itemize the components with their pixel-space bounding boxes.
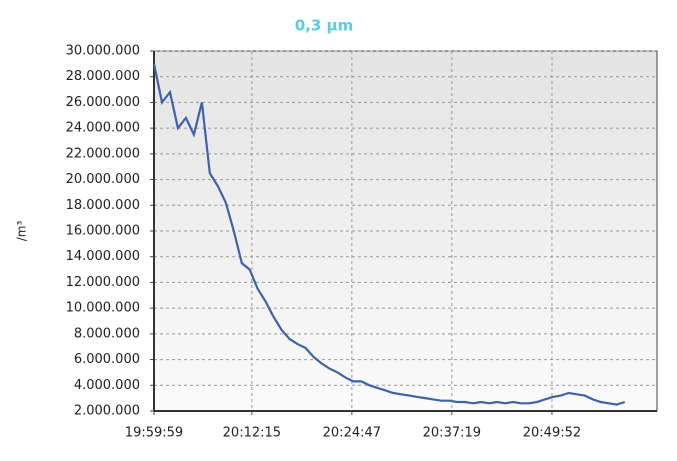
y-tick-label: 26.000.000 — [66, 95, 140, 110]
x-tick-label: 19:59:59 — [125, 426, 183, 441]
y-tick-label: 14.000.000 — [66, 249, 140, 264]
y-tick-label: 16.000.000 — [66, 224, 140, 239]
y-tick-label: 6.000.000 — [74, 352, 140, 367]
y-tick-label: 10.000.000 — [66, 301, 140, 316]
y-tick-label: 30.000.000 — [66, 44, 140, 59]
x-tick-label: 20:12:15 — [223, 426, 281, 441]
y-tick-label: 8.000.000 — [74, 326, 140, 341]
y-tick-label: 22.000.000 — [66, 146, 140, 161]
x-tick-label: 20:37:19 — [423, 426, 481, 441]
y-tick-label: 2.000.000 — [74, 404, 140, 419]
y-tick-label: 28.000.000 — [66, 69, 140, 84]
chart-title: 0,3 µm — [295, 17, 353, 35]
x-tick-label: 20:49:52 — [523, 426, 581, 441]
data-line — [152, 63, 626, 406]
y-tick-label: 20.000.000 — [66, 172, 140, 187]
x-tick-label: 20:24:47 — [323, 426, 381, 441]
y-tick-label: 12.000.000 — [66, 275, 140, 290]
y-tick-label: 4.000.000 — [74, 378, 140, 393]
y-tick-label: 24.000.000 — [66, 121, 140, 136]
y-tick-label: 18.000.000 — [66, 198, 140, 213]
plot-area — [153, 50, 658, 412]
y-axis-label: /m³ — [15, 221, 29, 242]
